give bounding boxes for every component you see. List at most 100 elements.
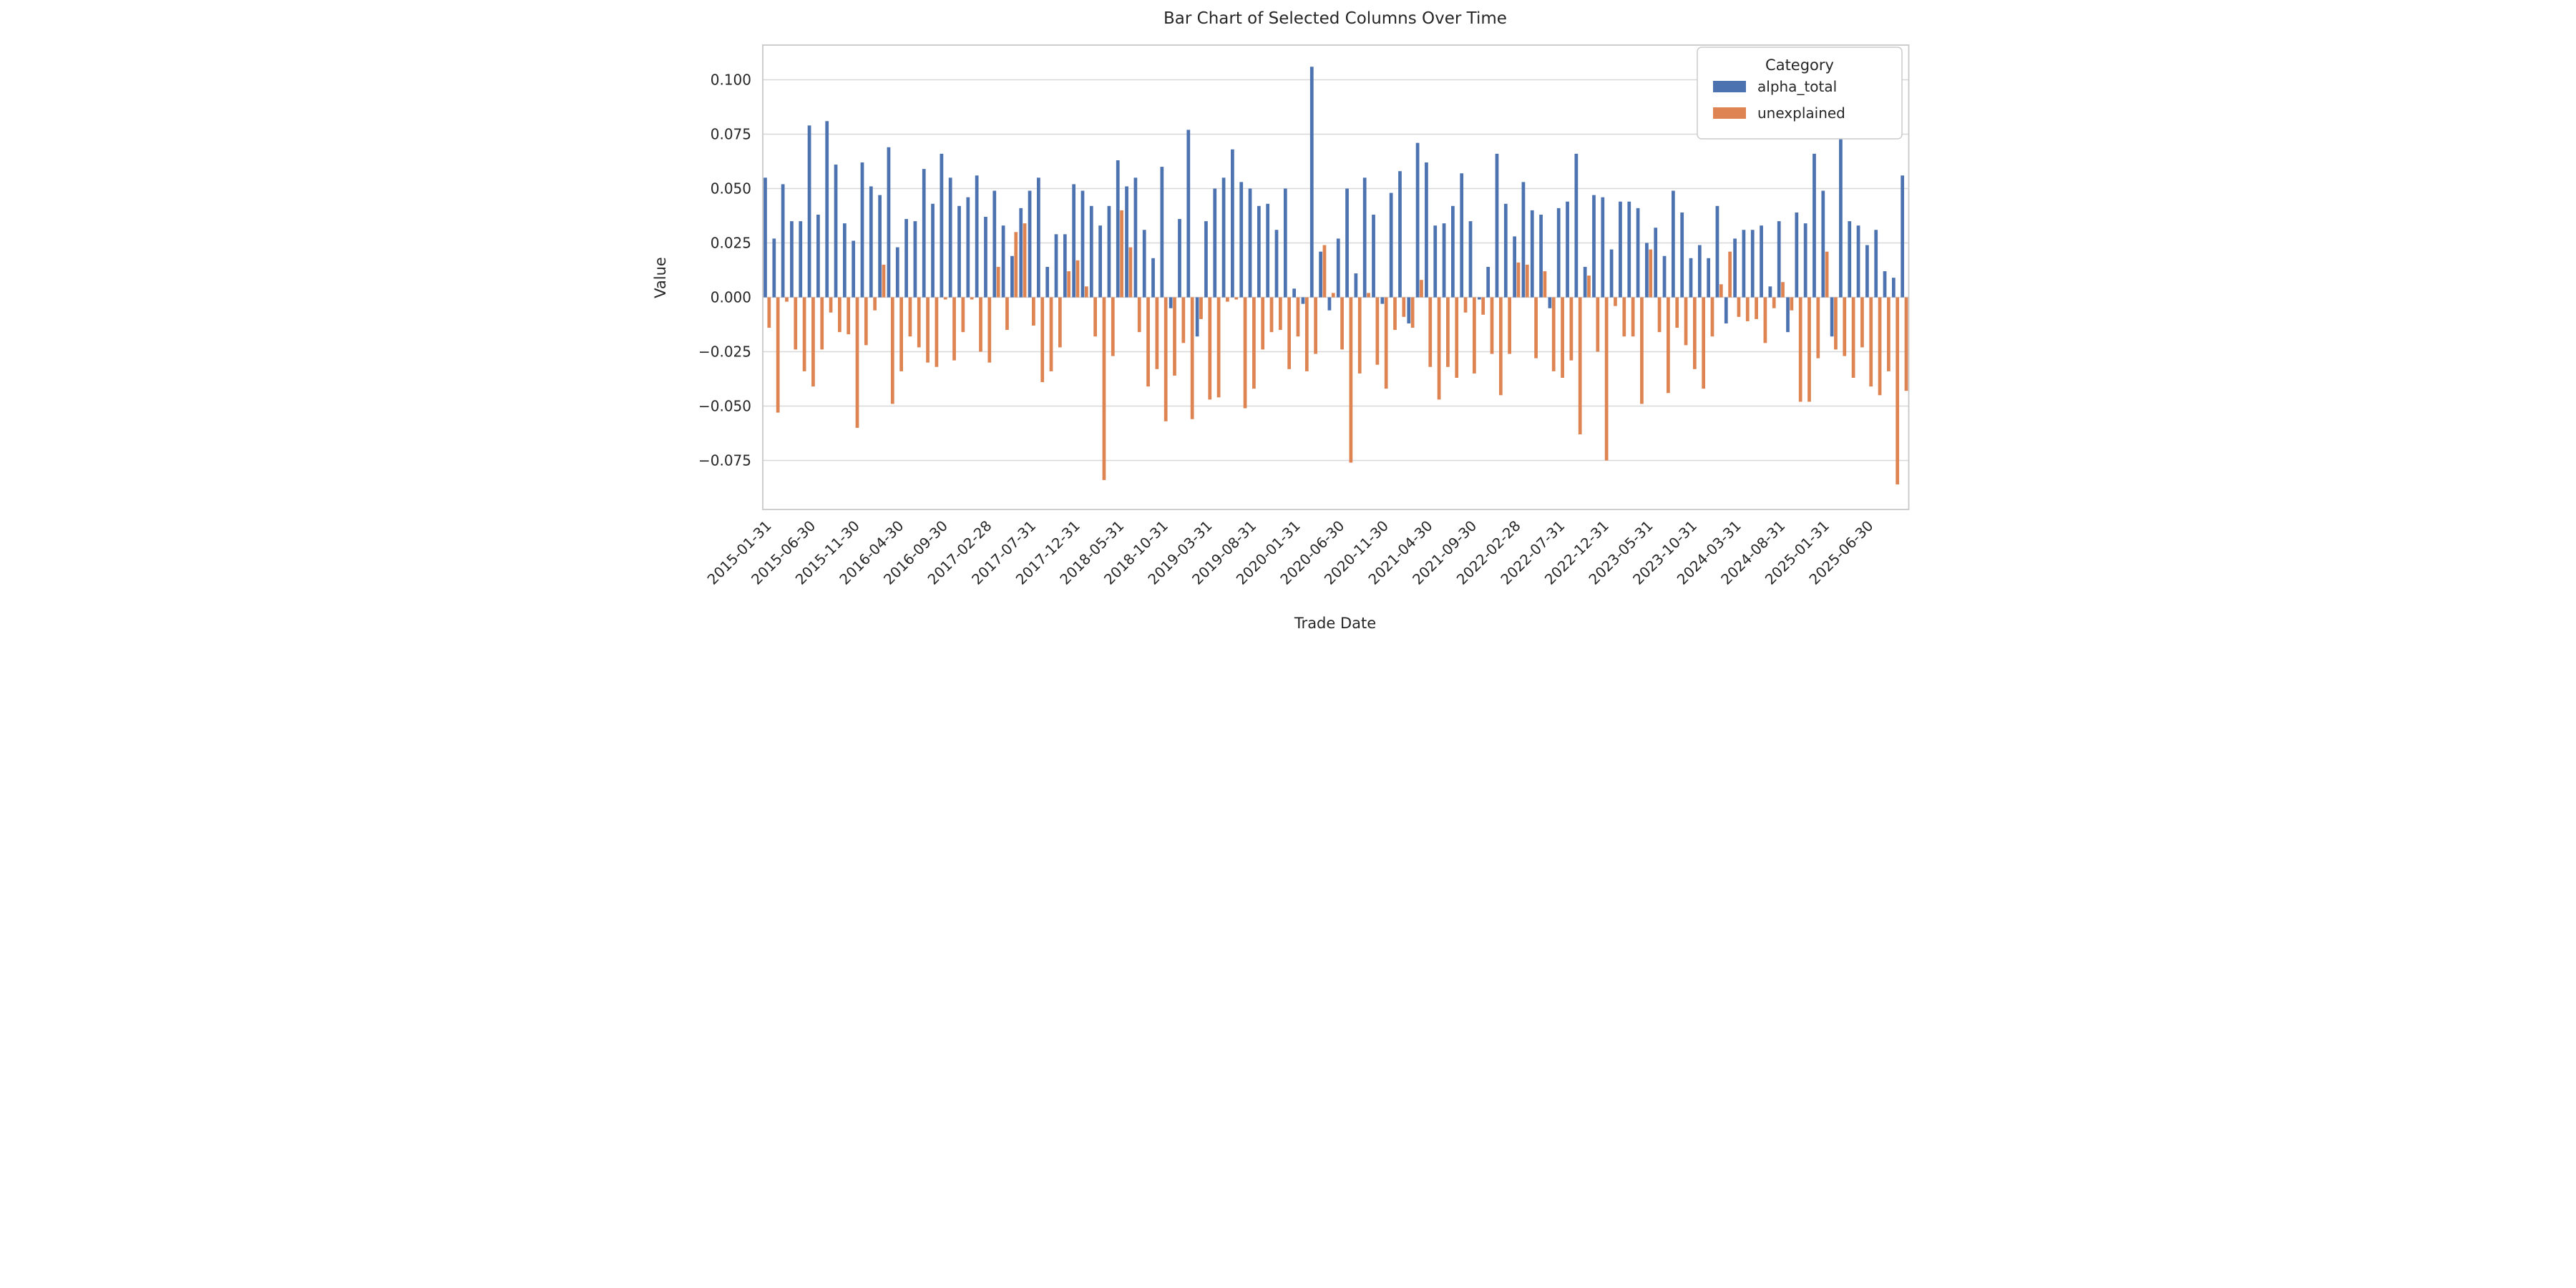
bar-alpha-total [1116,160,1120,298]
bar-unexplained [776,297,780,413]
bar-alpha-total [842,223,847,298]
bar-alpha-total [1795,212,1799,298]
bar-unexplained [767,297,771,328]
bar-alpha-total [1248,188,1252,298]
bar-unexplained [1428,297,1433,367]
bar-alpha-total [1372,214,1375,298]
bar-unexplained [1375,297,1380,365]
bar-alpha-total [1133,177,1138,298]
bar-alpha-total [1521,182,1526,298]
bar-unexplained [1410,297,1415,328]
bar-unexplained [1781,282,1785,298]
bar-alpha-total [1856,225,1860,298]
bar-unexplained [820,297,824,350]
bar-unexplained [1472,297,1476,374]
bar-unexplained [1604,297,1609,461]
bar-unexplained [952,297,956,361]
bar-alpha-total [940,153,944,298]
bar-unexplained [1234,297,1239,300]
bar-alpha-total [1460,173,1464,298]
bar-unexplained [1675,297,1679,328]
bar-unexplained [1216,297,1221,398]
bar-unexplained [943,297,947,300]
bar-unexplained [802,297,806,371]
bar-alpha-total [1627,201,1631,298]
bar-unexplained [1569,297,1574,361]
bar-unexplained [1181,297,1186,343]
bar-alpha-total [825,121,829,298]
bar-unexplained [996,266,1000,298]
bar-unexplained [917,297,921,348]
bar-unexplained [855,297,859,428]
bar-unexplained [987,297,992,363]
bar-alpha-total [984,217,987,298]
bar-unexplained [1657,297,1662,333]
bar-unexplained [970,297,974,300]
bar-alpha-total [1768,286,1772,298]
bar-alpha-total [790,221,794,298]
bar-unexplained [1084,286,1088,298]
bar-unexplained [1163,297,1168,421]
bar-unexplained [1702,297,1706,389]
bar-alpha-total [1195,297,1199,337]
bar-alpha-total [1274,230,1279,298]
bars [763,67,1908,484]
bar-alpha-total [966,197,970,298]
bar-alpha-total [1186,130,1191,298]
bar-unexplained [1640,297,1644,404]
bar-unexplained [1420,280,1423,298]
bar-alpha-total [1777,221,1781,298]
bar-unexplained [1120,210,1123,298]
bar-alpha-total [1671,190,1675,298]
bar-alpha-total [1001,225,1005,298]
bar-alpha-total [1566,201,1569,298]
y-tick-label: 0.075 [711,126,751,143]
bar-alpha-total [1283,188,1287,298]
bar-unexplained [926,297,930,363]
bar-unexplained [1878,297,1882,396]
bar-unexplained [1816,297,1820,358]
bar-alpha-total [1503,203,1508,298]
bar-alpha-total [1080,190,1085,298]
bar-alpha-total [1089,205,1093,298]
bar-unexplained [1128,247,1133,298]
bar-alpha-total [1689,258,1693,298]
bar-unexplained [1208,297,1212,400]
bar-alpha-total [781,184,785,298]
bar-unexplained [1887,297,1890,371]
bar-alpha-total [860,162,864,298]
bar-unexplained [908,297,912,337]
bar-unexplained [1331,293,1335,298]
bar-alpha-total [992,190,997,298]
legend-label-unexplained: unexplained [1757,104,1845,122]
bar-alpha-total [1619,201,1622,298]
bar-alpha-total [1574,153,1579,298]
bar-alpha-total [1513,236,1516,298]
bar-alpha-total [1539,214,1543,298]
bar-unexplained [1763,297,1767,343]
bar-unexplained [1498,297,1503,396]
bar-alpha-total [1468,221,1473,298]
bar-alpha-total [1750,230,1755,298]
bar-alpha-total [1054,234,1058,298]
bar-unexplained [1534,297,1538,358]
bar-unexplained [1543,271,1547,298]
bar-alpha-total [1636,208,1640,298]
bar-alpha-total [1010,255,1014,298]
bar-alpha-total [1662,255,1667,298]
bar-unexplained [1728,251,1732,298]
bar-unexplained [1252,297,1256,389]
bar-alpha-total [948,177,952,298]
bar-alpha-total [1530,210,1534,298]
bar-alpha-total [1433,225,1438,298]
bar-alpha-total [922,169,926,298]
bar-unexplained [1261,297,1265,350]
bar-alpha-total [1760,225,1763,298]
bar-unexplained [1631,297,1635,337]
bar-unexplained [1446,297,1450,367]
bar-alpha-total [1891,278,1896,298]
bar-unexplained [882,264,886,298]
bar-unexplained [1551,297,1556,371]
bar-unexplained [1023,223,1027,298]
bar-unexplained [1058,297,1062,348]
